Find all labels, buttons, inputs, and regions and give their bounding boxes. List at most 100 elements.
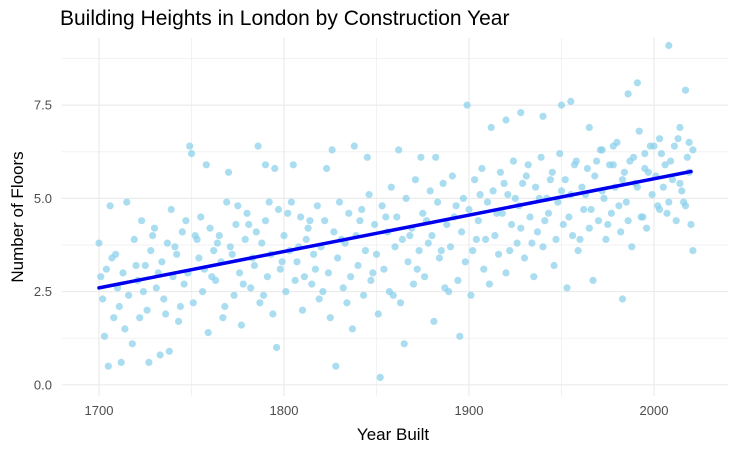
data-point [152, 284, 160, 292]
data-point [544, 209, 553, 217]
data-point [125, 291, 133, 299]
data-point [556, 150, 564, 158]
data-point [498, 209, 506, 217]
data-point [323, 164, 331, 173]
data-point [149, 232, 157, 240]
data-point [585, 224, 593, 232]
data-point [245, 220, 253, 229]
data-point [195, 254, 203, 262]
data-point [310, 250, 318, 258]
data-point [230, 291, 238, 299]
data-point [132, 261, 140, 270]
data-point [202, 161, 210, 169]
data-point [569, 232, 577, 240]
data-point [302, 235, 310, 243]
data-point [439, 179, 447, 187]
data-point [243, 209, 251, 217]
data-point [339, 284, 347, 292]
data-point [367, 276, 375, 284]
data-point [670, 142, 679, 150]
data-point [400, 340, 408, 348]
data-point [539, 243, 547, 251]
data-point [291, 276, 299, 284]
data-point [121, 325, 129, 333]
data-point [583, 164, 592, 173]
data-point [591, 172, 599, 180]
data-point [138, 217, 146, 225]
data-point [465, 205, 473, 214]
data-point [186, 142, 194, 150]
data-point [589, 276, 597, 284]
data-point [689, 146, 697, 154]
data-point [287, 198, 295, 206]
data-point [371, 220, 379, 229]
data-point [311, 265, 319, 273]
data-point [506, 247, 514, 255]
data-point [482, 235, 490, 243]
data-point [128, 340, 136, 348]
data-point [254, 142, 262, 150]
data-point [502, 269, 510, 277]
data-point [382, 213, 390, 221]
data-point [469, 247, 477, 255]
data-point [163, 239, 171, 247]
data-point [232, 220, 240, 229]
data-point [559, 220, 567, 229]
data-point [489, 187, 497, 195]
data-point [580, 205, 588, 214]
data-point [415, 247, 423, 255]
data-point [115, 302, 123, 311]
data-point [532, 183, 540, 191]
data-point [282, 288, 290, 296]
data-point [604, 220, 612, 229]
data-point [552, 235, 560, 243]
data-point [350, 142, 358, 150]
data-point [454, 276, 462, 284]
data-point [641, 150, 649, 158]
data-point [365, 191, 373, 199]
data-point [620, 168, 629, 176]
data-point [528, 239, 536, 247]
data-point [363, 153, 371, 161]
chart-title: Building Heights in London by Constructi… [60, 7, 509, 30]
x-tick-label: 1700 [85, 403, 114, 418]
data-point [108, 254, 116, 262]
data-point [393, 213, 401, 221]
data-point [160, 295, 168, 303]
data-point [343, 299, 351, 307]
data-point [607, 209, 616, 217]
data-point [256, 299, 264, 307]
data-point [391, 243, 399, 251]
data-point [189, 299, 197, 307]
data-point [315, 295, 323, 303]
data-point [226, 243, 234, 251]
data-point [437, 247, 445, 255]
data-point [585, 123, 593, 132]
data-point [672, 217, 680, 225]
data-point [208, 273, 216, 281]
data-point [661, 161, 669, 169]
data-point [234, 202, 242, 210]
data-point [656, 135, 664, 143]
data-point [563, 284, 571, 292]
data-point [434, 198, 442, 206]
data-point [239, 280, 247, 288]
data-point [639, 213, 647, 221]
data-point [667, 157, 675, 165]
data-point [496, 168, 504, 176]
data-point [509, 157, 517, 165]
data-point [537, 153, 545, 161]
data-point [663, 209, 671, 217]
data-point [570, 161, 579, 169]
data-point [369, 269, 377, 277]
data-point [576, 235, 584, 243]
data-point [328, 146, 336, 154]
data-point [471, 176, 479, 184]
x-tick-label: 2000 [640, 403, 669, 418]
data-point [644, 168, 653, 176]
data-point [593, 157, 601, 165]
data-point [524, 161, 532, 169]
data-point [395, 146, 403, 154]
